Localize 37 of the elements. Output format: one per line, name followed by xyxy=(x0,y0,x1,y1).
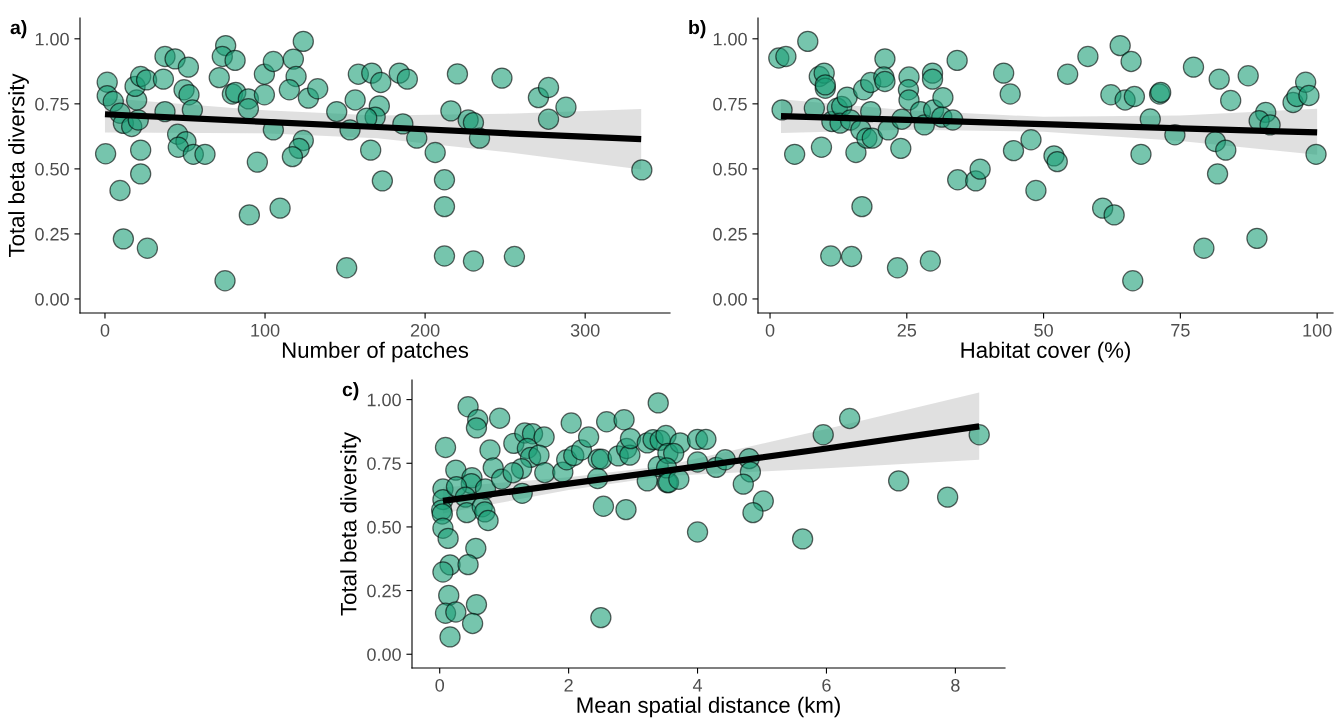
y-tick-label: 0.00 xyxy=(35,292,69,306)
text: c) xyxy=(342,382,359,401)
x-axis-title: Number of patches xyxy=(282,341,469,363)
x-tick-label: 200 xyxy=(410,323,440,337)
y-tick-label: 1.00 xyxy=(367,393,401,407)
y-tick-label: 1.00 xyxy=(713,32,747,46)
x-tick-label: 100 xyxy=(251,323,280,337)
x-tick-label: 6 xyxy=(822,678,831,692)
x-tick-label: 2 xyxy=(564,678,573,692)
y-tick-label: 0.75 xyxy=(713,97,747,111)
y-tick-label: 0.50 xyxy=(367,520,401,534)
y-tick-label: 0.25 xyxy=(367,584,401,598)
x-tick-label: 0 xyxy=(100,323,110,337)
y-tick-label: 0.00 xyxy=(713,292,747,306)
x-axis-title: Habitat cover (%) xyxy=(961,341,1130,363)
x-tick-label: 0 xyxy=(765,323,775,337)
x-tick-label: 25 xyxy=(897,323,917,337)
y-tick-label: 0.75 xyxy=(35,97,69,111)
x-tick-label: 300 xyxy=(570,323,600,337)
x-tick-label: 0 xyxy=(435,678,445,692)
y-tick-label: 0.75 xyxy=(367,457,401,470)
y-tick-label: 0.50 xyxy=(35,162,69,176)
y-tick-label: 0.50 xyxy=(713,162,747,176)
y-tick-label: 0.25 xyxy=(713,227,747,241)
x-tick-label: 8 xyxy=(951,678,960,692)
x-axis-title: Mean spatial distance (km) xyxy=(577,696,840,718)
y-axis-title: Total beta diversity xyxy=(340,432,361,616)
x-tick-label: 75 xyxy=(1171,324,1190,337)
x-tick-label: 4 xyxy=(692,679,703,692)
x-tick-label: 100 xyxy=(1303,323,1332,337)
y-tick-label: 1.00 xyxy=(35,32,69,46)
y-axis-title: Total beta diversity xyxy=(8,73,29,258)
y-tick-label: 0.25 xyxy=(35,227,69,241)
x-tick-label: 50 xyxy=(1034,323,1053,337)
text: a) xyxy=(10,20,27,39)
text: b) xyxy=(689,20,706,39)
y-tick-label: 0.00 xyxy=(367,648,401,661)
